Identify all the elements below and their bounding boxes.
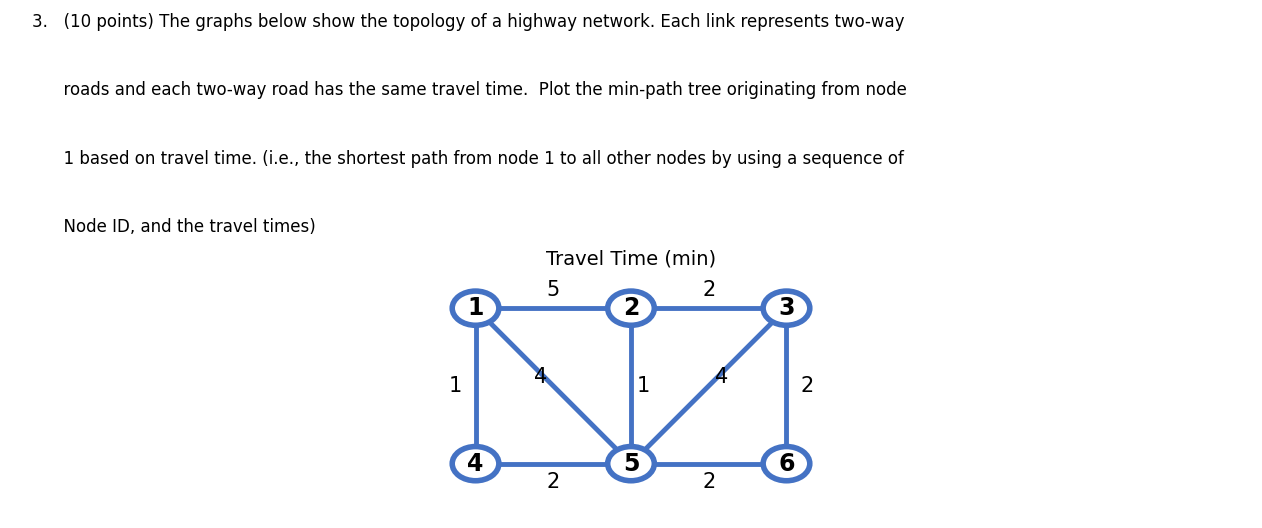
Text: 2: 2	[702, 473, 716, 492]
Text: 2: 2	[546, 473, 560, 492]
Text: 4: 4	[714, 366, 728, 386]
Text: 1: 1	[467, 296, 483, 320]
Text: 2: 2	[623, 296, 639, 320]
Text: 1: 1	[637, 376, 650, 396]
Text: 6: 6	[779, 451, 795, 476]
Text: 4: 4	[534, 366, 548, 386]
Text: Node ID, and the travel times): Node ID, and the travel times)	[32, 218, 316, 236]
Ellipse shape	[608, 291, 654, 325]
Text: 2: 2	[702, 279, 716, 299]
Text: Travel Time (min): Travel Time (min)	[546, 249, 716, 268]
Text: 1: 1	[449, 376, 462, 396]
Text: 3: 3	[779, 296, 795, 320]
Text: 2: 2	[800, 376, 813, 396]
Text: 5: 5	[546, 279, 560, 299]
Text: 3.   (10 points) The graphs below show the topology of a highway network. Each l: 3. (10 points) The graphs below show the…	[32, 13, 904, 31]
Ellipse shape	[452, 291, 498, 325]
Text: 1 based on travel time. (i.e., the shortest path from node 1 to all other nodes : 1 based on travel time. (i.e., the short…	[32, 149, 904, 167]
Ellipse shape	[764, 447, 810, 480]
Ellipse shape	[764, 291, 810, 325]
Text: roads and each two-way road has the same travel time.  Plot the min-path tree or: roads and each two-way road has the same…	[32, 81, 906, 99]
Text: 5: 5	[622, 451, 640, 476]
Ellipse shape	[452, 447, 498, 480]
Text: 4: 4	[467, 451, 483, 476]
Ellipse shape	[608, 447, 654, 480]
